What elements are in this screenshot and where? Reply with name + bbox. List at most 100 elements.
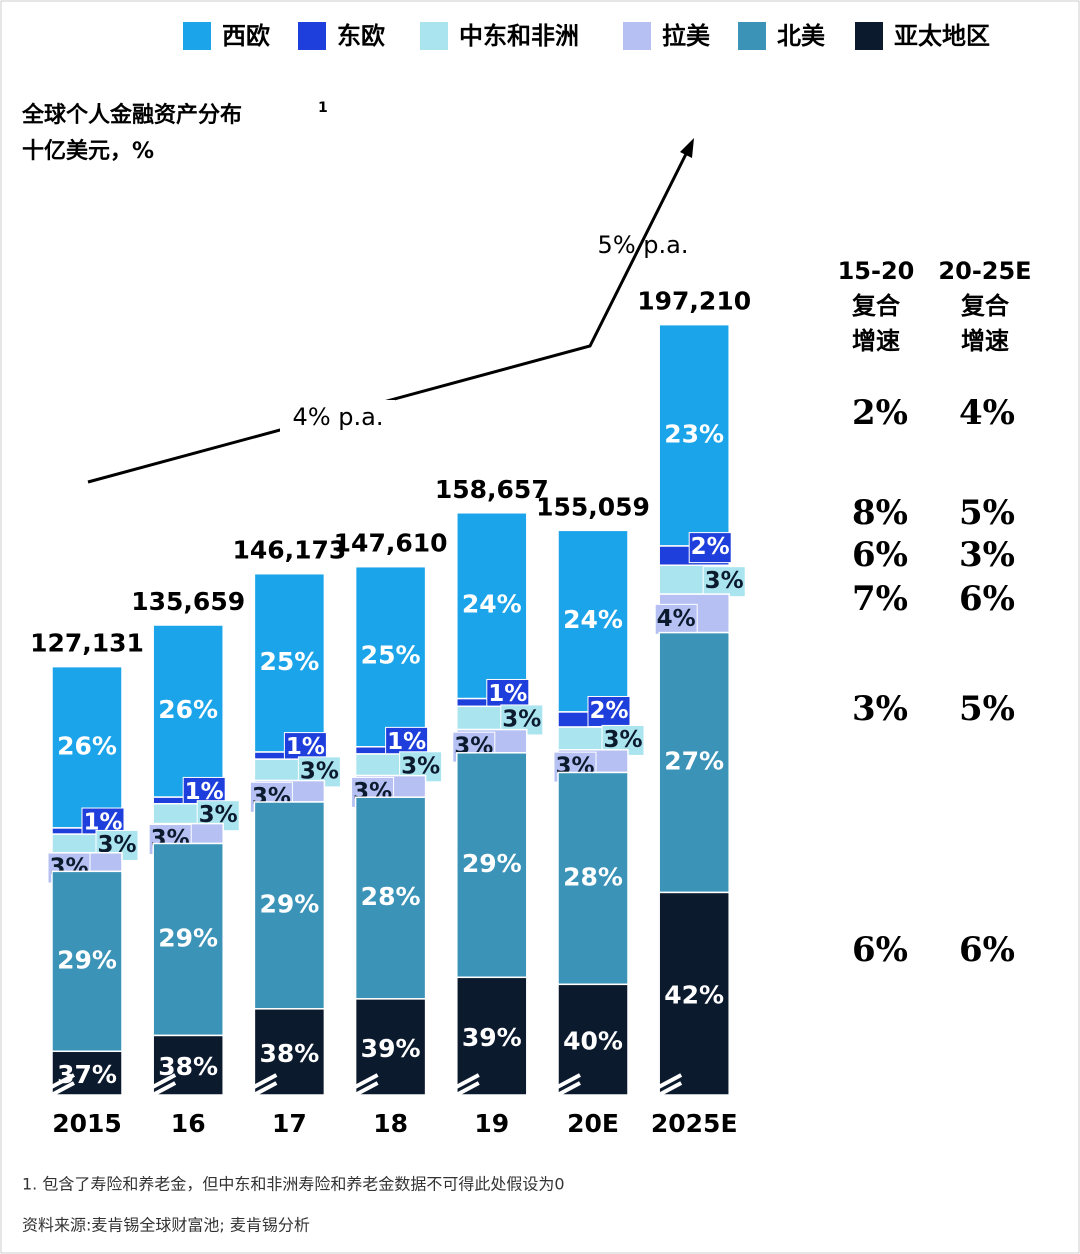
bar-segment <box>557 983 629 1096</box>
value-label: 1% <box>387 729 426 755</box>
value-label: 29% <box>462 849 522 878</box>
value-label: 1% <box>286 734 325 760</box>
table-cell: 3% <box>959 535 1015 575</box>
value-label: 29% <box>158 923 218 952</box>
value-label: 37% <box>57 1060 117 1089</box>
table-cell: 5% <box>959 493 1015 533</box>
table-cell: 4% <box>959 393 1015 433</box>
axis-break <box>447 1073 480 1093</box>
bar-segment <box>253 801 326 1010</box>
value-label: 23% <box>664 419 724 448</box>
total-label: 155,059 <box>536 492 650 521</box>
legend-swatch <box>298 22 326 50</box>
table-cell: 6% <box>852 930 908 970</box>
legend-label: 西欧 <box>222 22 270 50</box>
total-label: 197,210 <box>637 287 751 316</box>
axis-break <box>144 1073 177 1093</box>
title-note: 1 <box>318 100 328 116</box>
table-header: 15-20 <box>838 257 915 285</box>
axis-break <box>346 1081 379 1101</box>
table-header: 增速 <box>852 327 900 355</box>
value-label: 26% <box>158 695 218 724</box>
axis-break <box>144 1081 177 1101</box>
total-label: 127,131 <box>30 629 144 658</box>
legend-label: 东欧 <box>337 22 385 50</box>
footnote: 资料来源:麦肯锡全球财富池; 麦肯锡分析 <box>22 1216 310 1235</box>
bar-segment <box>253 1008 326 1096</box>
x-tick-label: 18 <box>373 1109 408 1138</box>
value-label: 29% <box>259 889 319 918</box>
chart-subtitle: 十亿美元，% <box>22 138 154 164</box>
bar-segment <box>354 998 427 1096</box>
value-label: 28% <box>563 862 623 891</box>
table-cell: 2% <box>852 393 908 433</box>
value-label: 28% <box>361 882 421 911</box>
table-header: 复合 <box>960 292 1010 320</box>
table-cell: 6% <box>852 535 908 575</box>
legend-swatch <box>855 22 883 50</box>
axis-break <box>43 1081 75 1101</box>
table-header: 复合 <box>851 292 901 320</box>
axis-break <box>245 1081 278 1101</box>
x-tick-label: 16 <box>171 1109 206 1138</box>
legend-swatch <box>420 22 448 50</box>
x-tick-label: 17 <box>272 1109 307 1138</box>
bar-segment <box>51 870 123 1053</box>
x-tick-label: 2025E <box>651 1109 738 1138</box>
value-label: 3% <box>705 568 744 594</box>
value-label: 3% <box>502 706 541 732</box>
total-label: 135,659 <box>131 587 245 616</box>
axis-break <box>346 1073 379 1093</box>
value-label-box <box>702 566 746 598</box>
legend-swatch <box>183 22 211 50</box>
growth-arrow <box>87 149 690 484</box>
table-cell: 6% <box>959 930 1015 970</box>
bar-segment <box>557 771 629 986</box>
axis-break <box>43 1073 75 1093</box>
annotation: 4% p.a. <box>293 403 384 431</box>
bar-segment <box>557 529 629 713</box>
legend-label: 中东和非洲 <box>459 22 579 50</box>
value-label-box <box>688 532 732 564</box>
value-label: 3% <box>603 727 642 753</box>
bar-segment <box>354 565 427 748</box>
footnote: 1. 包含了寿险和养老金，但中东和非洲寿险和养老金数据不可得此处假设为0 <box>22 1175 565 1194</box>
table-cell: 7% <box>852 579 908 619</box>
value-label: 1% <box>488 681 527 707</box>
value-label: 39% <box>462 1023 522 1052</box>
legend-swatch <box>623 22 651 50</box>
bar-segment <box>658 323 730 547</box>
value-label: 24% <box>462 590 522 619</box>
axis-break <box>650 1081 683 1101</box>
total-label: 158,657 <box>435 475 549 504</box>
table-cell: 8% <box>852 493 908 533</box>
value-label: 39% <box>361 1034 421 1063</box>
x-tick-label: 19 <box>474 1109 509 1138</box>
table-cell: 6% <box>959 579 1015 619</box>
axis-break <box>650 1073 683 1093</box>
value-label: 2% <box>691 534 730 560</box>
annotation: 5% p.a. <box>598 231 689 259</box>
x-tick-label: 20E <box>567 1109 619 1138</box>
value-label: 42% <box>664 981 724 1010</box>
value-label: 26% <box>57 731 117 760</box>
value-label: 38% <box>158 1052 218 1081</box>
axis-break <box>549 1081 581 1101</box>
value-label: 27% <box>664 747 724 776</box>
axis-break <box>549 1073 581 1093</box>
annotation-bg <box>280 400 395 436</box>
bar-segment <box>152 1034 224 1096</box>
bar-segment <box>354 796 427 1000</box>
value-label: 29% <box>57 945 117 974</box>
bar-segment <box>456 976 528 1096</box>
axis-break <box>447 1081 480 1101</box>
bar-segment <box>658 891 730 1096</box>
value-label: 4% <box>657 606 696 632</box>
value-label: 25% <box>361 641 421 670</box>
legend-label: 拉美 <box>662 22 710 50</box>
value-label: 24% <box>563 605 623 634</box>
bar-segment <box>152 842 224 1037</box>
arrow-head <box>680 138 694 158</box>
value-label: 2% <box>589 698 628 724</box>
